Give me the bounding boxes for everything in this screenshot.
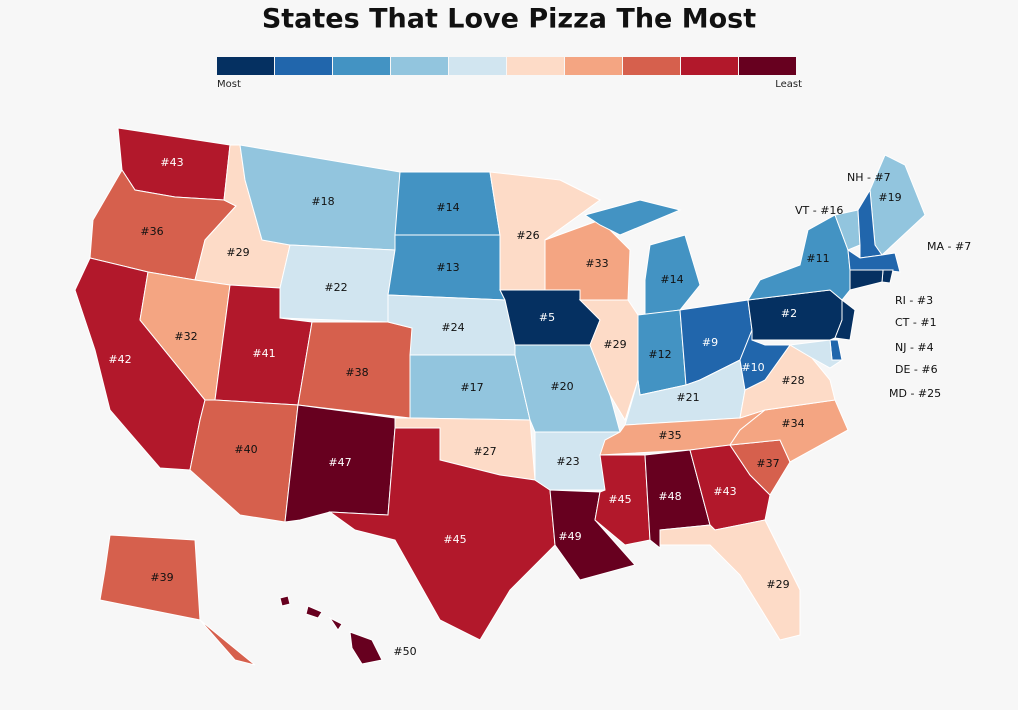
state-label: #33	[585, 257, 608, 270]
state-label: #29	[766, 578, 789, 591]
legend-swatch	[681, 57, 738, 75]
state-callout: DE - #6	[895, 363, 938, 376]
state-label: #26	[516, 229, 539, 242]
state-label: #24	[441, 321, 464, 334]
legend-swatch	[623, 57, 680, 75]
state-label: #50	[393, 645, 416, 658]
state	[279, 595, 291, 607]
state-label: #28	[781, 374, 804, 387]
state	[834, 298, 856, 341]
state-label: #14	[436, 201, 459, 214]
state-label: #35	[658, 429, 681, 442]
state-label: #18	[311, 195, 334, 208]
state	[583, 199, 682, 236]
legend-swatch	[449, 57, 506, 75]
state-label: #9	[702, 336, 718, 349]
state-label: #37	[756, 457, 779, 470]
legend-swatch	[217, 57, 274, 75]
state-label: #19	[878, 191, 901, 204]
legend-high: Least	[775, 79, 802, 90]
state-callout: NJ - #4	[895, 341, 934, 354]
state-label: #48	[658, 490, 681, 503]
state	[349, 631, 383, 665]
state-label: #29	[603, 338, 626, 351]
state-label: #43	[160, 156, 183, 169]
state-label: #40	[234, 443, 257, 456]
state-callout: MD - #25	[889, 387, 941, 400]
state	[659, 519, 801, 641]
state-label: #10	[741, 361, 764, 374]
legend-swatch	[507, 57, 564, 75]
state-label: #42	[108, 353, 131, 366]
state-label: #45	[608, 493, 631, 506]
state-label: #36	[140, 225, 163, 238]
legend	[217, 57, 796, 75]
state-label: #12	[648, 348, 671, 361]
state	[328, 427, 556, 641]
legend-swatch	[565, 57, 622, 75]
state	[305, 605, 323, 619]
state-label: #41	[252, 347, 275, 360]
state	[534, 431, 621, 491]
state	[578, 299, 639, 422]
state-label: #49	[558, 530, 581, 543]
state	[788, 339, 844, 369]
state-label: #13	[436, 261, 459, 274]
state-label: #5	[539, 311, 555, 324]
state-label: #11	[806, 252, 829, 265]
state-label: #34	[781, 417, 804, 430]
state-label: #23	[556, 455, 579, 468]
state-label: #22	[324, 281, 347, 294]
legend-swatch	[739, 57, 796, 75]
legend-swatch	[275, 57, 332, 75]
state-callout: NH - #7	[847, 171, 891, 184]
title: States That Love Pizza The Most	[262, 4, 756, 35]
state	[849, 269, 884, 291]
state-label: #43	[713, 485, 736, 498]
state-label: #32	[174, 330, 197, 343]
legend-swatch	[391, 57, 448, 75]
state-callout: VT - #16	[795, 204, 843, 217]
state	[328, 616, 343, 631]
states	[74, 127, 926, 666]
state-label: #47	[328, 456, 351, 469]
state-label: #38	[345, 366, 368, 379]
state-label: #2	[781, 307, 797, 320]
state-label: #17	[460, 381, 483, 394]
state-callout: RI - #3	[895, 294, 933, 307]
state-label: #20	[550, 380, 573, 393]
legend-swatch	[333, 57, 390, 75]
state	[99, 534, 256, 666]
state-label: #14	[660, 273, 683, 286]
labels: #43 #36 #42 #29 #32 #18 #22 #41 #40 #38 #47 #14 #13 #…	[108, 156, 971, 658]
state-label: #21	[676, 391, 699, 404]
state-label: #39	[150, 571, 173, 584]
state-label: #27	[473, 445, 496, 458]
state-label: #45	[443, 533, 466, 546]
state-label: #29	[226, 246, 249, 259]
legend-low: Most	[217, 79, 241, 90]
state-callout: MA - #7	[927, 240, 971, 253]
state-callout: CT - #1	[895, 316, 937, 329]
